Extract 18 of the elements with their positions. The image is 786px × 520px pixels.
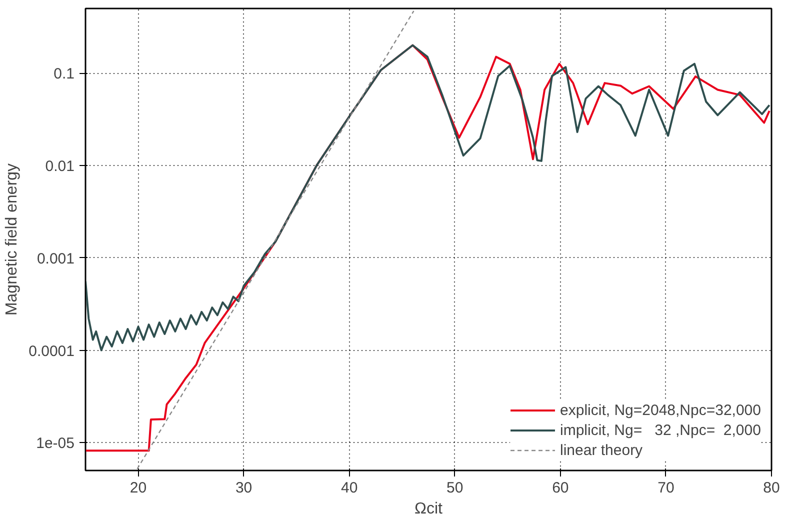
x-axis-title: Ωcit (414, 500, 444, 518)
x-tick-label: 20 (130, 480, 147, 496)
legend-label: explicit, Ng=2048,Npc=32,000 (560, 402, 761, 418)
y-tick-label: 1e-05 (36, 435, 75, 452)
x-tick-label: 30 (235, 480, 252, 496)
legend-label: implicit, Ng= 32 ,Npc= 2,000 (560, 422, 761, 438)
x-tick-label: 80 (763, 480, 780, 496)
x-tick-label: 50 (446, 480, 464, 496)
y-tick-label: 0.1 (54, 66, 75, 83)
x-tick-label: 40 (341, 480, 358, 496)
x-tick-label: 70 (658, 480, 674, 496)
y-tick-label: 0.001 (36, 250, 75, 268)
y-axis-title: Magnetic field energy (4, 163, 21, 316)
x-tick-label: 60 (552, 480, 569, 496)
legend-label: linear theory (560, 442, 643, 458)
line-series (86, 44, 770, 352)
y-tick-label: 0.01 (45, 158, 75, 175)
y-tick-label: 0.0001 (28, 342, 75, 360)
